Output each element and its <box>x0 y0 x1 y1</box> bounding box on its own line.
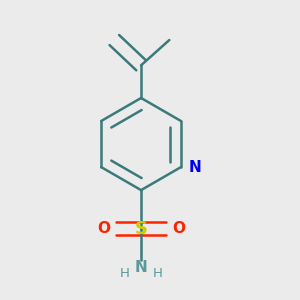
Text: O: O <box>172 221 185 236</box>
Text: N: N <box>135 260 148 275</box>
Text: H: H <box>120 266 130 280</box>
Text: S: S <box>135 220 148 238</box>
Text: N: N <box>188 160 201 175</box>
Text: O: O <box>97 221 110 236</box>
Text: H: H <box>152 266 162 280</box>
